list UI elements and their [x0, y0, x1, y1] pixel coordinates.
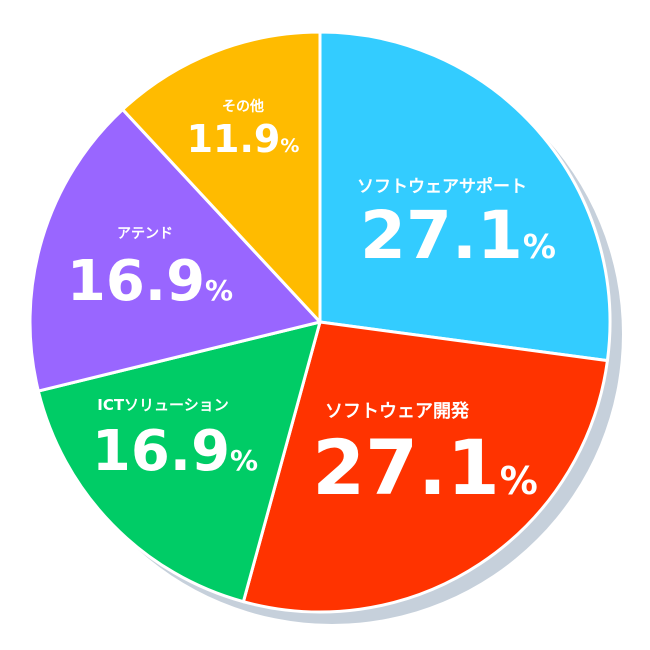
pie-slice [121, 30, 322, 324]
percent-unit: % [205, 274, 233, 307]
pie-slice [318, 30, 612, 363]
slice-label: その他 [222, 98, 264, 115]
pie-slice [36, 320, 322, 604]
slice-label: ICTソリューション [97, 396, 229, 414]
slice-label: アテンド [117, 226, 173, 242]
slice-label: ソフトウェア開発 [325, 400, 470, 422]
percent-unit: % [523, 227, 556, 266]
pie-slice [241, 320, 609, 614]
pie-slice [28, 108, 322, 393]
percent-unit: % [230, 444, 258, 477]
percent-unit: % [500, 459, 538, 503]
percent-unit: % [280, 135, 299, 157]
slice-label: ソフトウェアサポート [357, 176, 527, 197]
